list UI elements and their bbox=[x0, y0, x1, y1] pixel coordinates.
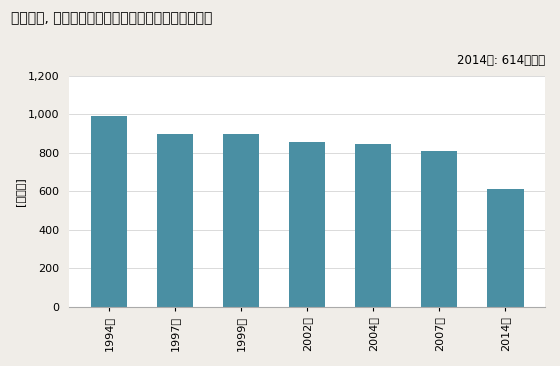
Bar bbox=[487, 189, 524, 307]
Bar bbox=[223, 134, 259, 307]
Bar bbox=[421, 152, 458, 307]
Bar bbox=[157, 134, 193, 307]
Text: 2014年: 614事業所: 2014年: 614事業所 bbox=[457, 54, 545, 67]
Y-axis label: [事業所]: [事業所] bbox=[15, 177, 25, 206]
Bar bbox=[289, 142, 325, 307]
Bar bbox=[91, 116, 127, 307]
Bar bbox=[355, 144, 391, 307]
Text: 建築材料, 鉱物・金属材料等卩売業の事業所数の推移: 建築材料, 鉱物・金属材料等卩売業の事業所数の推移 bbox=[11, 11, 213, 25]
